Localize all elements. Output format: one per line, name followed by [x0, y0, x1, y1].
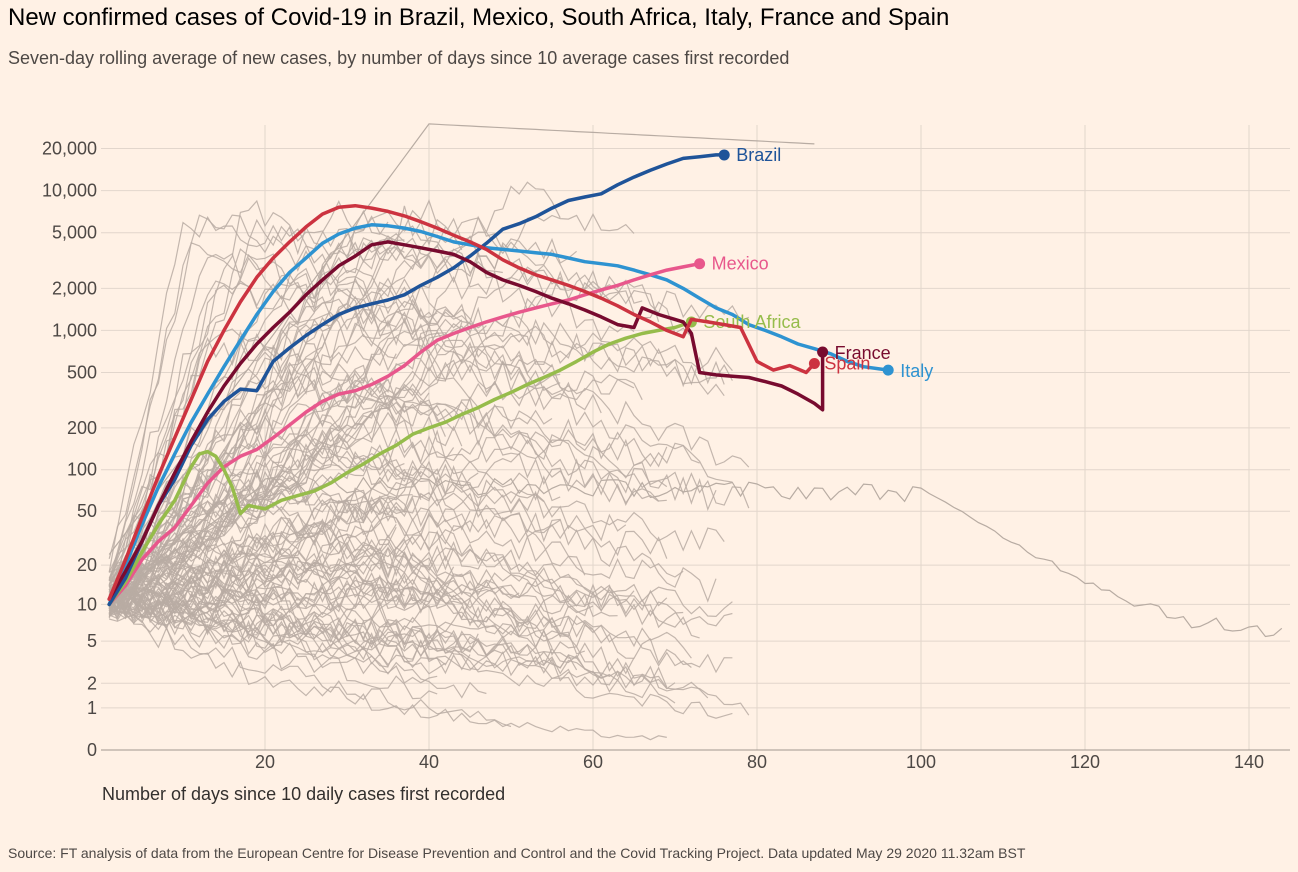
- background-country-line: [108, 199, 422, 573]
- background-country-line: [108, 252, 725, 587]
- background-country-line: [108, 593, 553, 649]
- background-country-line: [108, 354, 643, 605]
- series-endpoint-mexico: [694, 258, 706, 270]
- background-country-line: [108, 599, 610, 679]
- background-country-line: [108, 511, 586, 609]
- y-tick-label: 1,000: [52, 320, 97, 340]
- chart-title: New confirmed cases of Covid-19 in Brazi…: [8, 4, 950, 31]
- series-line-mexico: [107, 261, 702, 607]
- background-country-line: [108, 475, 1283, 638]
- background-country-line: [108, 217, 577, 604]
- background-country-line: [108, 566, 455, 618]
- y-tick-label: 20: [77, 555, 97, 575]
- series-line-italy: [107, 223, 890, 607]
- background-country-line: [108, 392, 430, 599]
- background-country-line: [109, 545, 594, 639]
- x-tick-label: 40: [419, 752, 439, 772]
- chart-subtitle: Seven-day rolling average of new cases, …: [8, 48, 790, 68]
- background-country-line: [109, 322, 463, 608]
- background-country-line: [109, 229, 405, 581]
- series-label-france: France: [835, 343, 891, 363]
- background-country-line: [108, 428, 717, 610]
- background-country-line: [108, 465, 422, 608]
- background-country-line: [108, 266, 561, 601]
- x-tick-label: 100: [906, 752, 936, 772]
- grid: [101, 125, 1290, 751]
- background-country-line: [108, 336, 446, 573]
- series-endpoint-italy: [882, 364, 894, 376]
- y-tick-label: 10,000: [42, 181, 97, 201]
- y-tick-label: 100: [67, 460, 97, 480]
- background-country-line: [108, 595, 471, 675]
- background-country-line: [108, 479, 413, 604]
- background-country-line: [108, 200, 405, 597]
- background-country-line: [108, 212, 635, 601]
- background-country-line: [108, 181, 561, 604]
- source-note: Source: FT analysis of data from the Eur…: [8, 845, 1026, 861]
- x-tick-label: 140: [1234, 752, 1264, 772]
- background-country-line: [108, 205, 463, 606]
- series-label-brazil: Brazil: [736, 145, 781, 165]
- background-country-line: [108, 226, 446, 598]
- series-line-france: [107, 240, 825, 601]
- series-line-spain: [107, 203, 817, 601]
- background-country-line: [108, 525, 684, 608]
- series-label-mexico: Mexico: [712, 254, 769, 274]
- background-country-line: [108, 199, 660, 593]
- y-tick-label: 500: [67, 362, 97, 382]
- background-country-line: [108, 214, 438, 573]
- background-country-line: [108, 248, 725, 593]
- background-country-line: [108, 483, 561, 599]
- series-line-brazil: [107, 153, 726, 607]
- background-country-line: [109, 328, 667, 583]
- y-tick-label: 50: [77, 501, 97, 521]
- y-tick-label: 1: [87, 698, 97, 718]
- background-country-line: [108, 280, 733, 582]
- x-tick-label: 60: [583, 752, 603, 772]
- y-tick-label: 0: [87, 740, 97, 760]
- y-tick-label: 200: [67, 418, 97, 438]
- y-tick-label: 2: [87, 673, 97, 693]
- background-country-line: [108, 280, 700, 581]
- background-country-line: [108, 594, 389, 668]
- y-tick-label: 5,000: [52, 223, 97, 243]
- x-tick-label: 80: [747, 752, 767, 772]
- background-country-line: [108, 465, 479, 615]
- background-country-line: [108, 381, 668, 597]
- background-country-line: [109, 376, 602, 596]
- series-endpoint-brazil: [718, 149, 730, 161]
- x-axis-title: Number of days since 10 daily cases firs…: [102, 784, 505, 804]
- background-country-line: [109, 466, 725, 609]
- x-tick-label: 120: [1070, 752, 1100, 772]
- series-endpoint-france: [817, 346, 829, 358]
- background-country-line: [108, 607, 512, 728]
- background-country-line: [108, 592, 733, 719]
- x-axis-ticks: 20 40 60 80 100 120 140: [255, 752, 1264, 772]
- y-tick-label: 10: [77, 594, 97, 614]
- x-tick-label: 20: [255, 752, 275, 772]
- background-country-line: [108, 318, 463, 588]
- background-country-lines: [108, 123, 1283, 741]
- background-country-line: [109, 309, 733, 594]
- background-country-line: [108, 593, 438, 684]
- background-country-line: [109, 614, 667, 741]
- background-country-line: [108, 585, 569, 638]
- background-country-line: [108, 486, 585, 655]
- y-axis-ticks: 0 1 2 5 10 20 50 100 200 500 1,000 2,000 5,000 10,000…: [42, 139, 97, 760]
- background-country-line: [108, 237, 635, 601]
- y-tick-label: 5: [87, 631, 97, 651]
- background-country-line: [108, 270, 750, 607]
- series-endpoint-spain: [808, 357, 820, 369]
- series-label-spain: Spain: [824, 353, 870, 373]
- background-country-line: [108, 517, 733, 618]
- background-country-line: [108, 547, 520, 616]
- y-tick-label: 2,000: [52, 278, 97, 298]
- series-label-italy: Italy: [900, 361, 933, 381]
- y-tick-label: 20,000: [42, 139, 97, 159]
- series-line-south-africa: [107, 320, 694, 607]
